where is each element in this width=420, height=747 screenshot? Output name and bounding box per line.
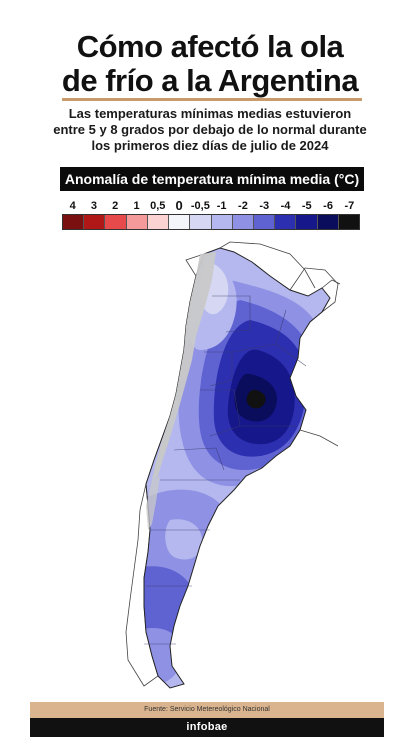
legend-swatch [338, 215, 360, 229]
title-line-1: Cómo afectó la ola [76, 29, 344, 64]
legend-swatch [105, 215, 127, 229]
legend-title: Anomalía de temperatura mínima media (°C… [60, 167, 364, 191]
anomaly-map [125, 241, 340, 689]
legend-swatch [147, 215, 170, 229]
legend-label: -5 [301, 200, 312, 212]
title-divider [62, 98, 362, 101]
title-line-2: de frío a la Argentina [61, 63, 359, 98]
legend-label: -0,5 [190, 200, 210, 212]
legend-label: 2 [112, 200, 119, 212]
legend-label: 0 [175, 198, 183, 213]
legend-swatch [84, 215, 106, 229]
legend-swatch [317, 215, 339, 229]
legend-swatch [126, 215, 148, 229]
legend-label: 1 [133, 200, 140, 212]
argentina-outline [143, 247, 331, 689]
legend-swatch [296, 215, 318, 229]
legend-label: 4 [69, 200, 76, 212]
legend-swatch [63, 215, 85, 229]
legend-label: -6 [323, 200, 333, 212]
legend-swatch [232, 215, 254, 229]
brand-logo: infobae [30, 718, 384, 737]
page-title: Cómo afectó la ola de frío a la Argentin… [0, 30, 420, 98]
legend-label: 0,5 [150, 200, 166, 212]
legend-swatch [190, 215, 212, 229]
province-borders [144, 295, 307, 645]
legend-label: -4 [280, 200, 291, 212]
source-note: Fuente: Servicio Metereológico Nacional [30, 702, 384, 718]
legend-swatch [169, 215, 191, 229]
subtitle-line-3: los primeros diez días de julio de 2024 [91, 138, 329, 153]
legend-label: -3 [259, 200, 270, 212]
subtitle-line-1: Las temperaturas mínimas medias estuvier… [68, 106, 352, 121]
legend-swatch [253, 215, 276, 229]
legend-label: -7 [344, 200, 355, 212]
legend-scale-labels: 4 3 2 1 0,5 0 -0,5 -1 -2 -3 -4 -5 -6 -7 [62, 198, 360, 214]
legend-color-scale [62, 214, 360, 230]
andes-mountains [146, 252, 216, 530]
legend-label: 3 [90, 200, 97, 212]
legend-swatch [275, 215, 297, 229]
neighbor-borders [219, 241, 340, 447]
legend-swatch [211, 215, 233, 229]
legend-label: -2 [238, 200, 248, 212]
subtitle-line-2: entre 5 y 8 grados por debajo de lo norm… [53, 122, 367, 137]
legend-label: -1 [216, 200, 227, 212]
subtitle: Las temperaturas mínimas medias estuvier… [40, 106, 380, 154]
